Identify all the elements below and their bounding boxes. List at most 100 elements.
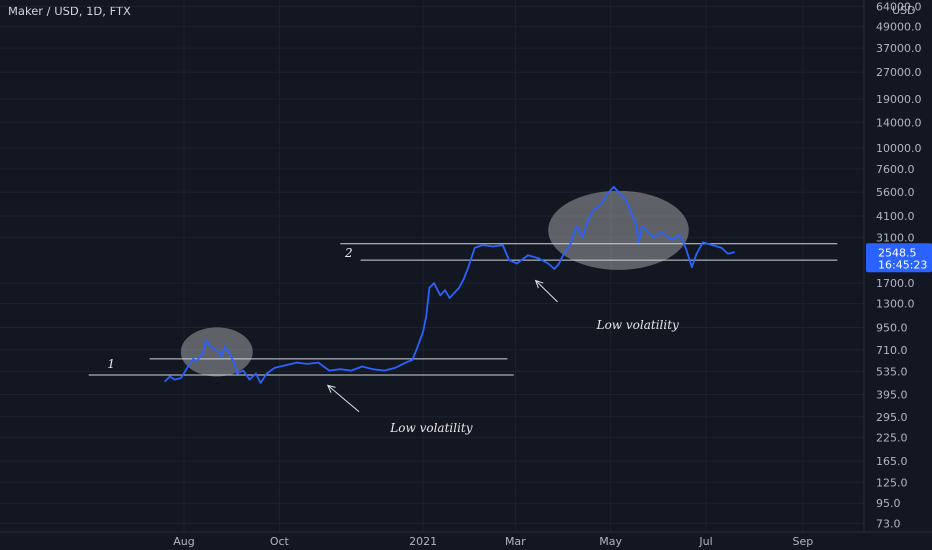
price-point — [254, 372, 257, 375]
price-point — [720, 246, 723, 249]
price-point — [581, 236, 584, 239]
price-point — [634, 222, 637, 225]
price-point — [248, 378, 251, 381]
price-tick-label: 125.0 — [876, 476, 908, 489]
price-point — [411, 359, 414, 362]
price-tick-label: 1700.0 — [876, 277, 915, 290]
annotation-label: 2 — [344, 246, 353, 260]
price-tick-label: 10000.0 — [876, 142, 922, 155]
price-point — [701, 241, 704, 244]
price-line — [164, 185, 735, 384]
price-point — [637, 241, 640, 244]
price-point — [428, 286, 431, 289]
time-axis[interactable]: Aug Oct 2021 Mar May Jul Sep — [0, 531, 932, 548]
price-point — [439, 294, 442, 297]
arrow-icon — [327, 385, 360, 413]
price-point — [606, 192, 609, 195]
price-point — [553, 267, 556, 270]
time-tick-label: Aug — [173, 535, 194, 548]
last-price-label: 2548.516:45:23 — [866, 243, 932, 273]
price-tick-label: 710.0 — [876, 344, 908, 357]
price-point — [515, 262, 518, 265]
price-tick-label: 73.0 — [876, 517, 901, 530]
price-point — [220, 355, 223, 358]
annotation-label: Low volatility — [389, 421, 472, 435]
annotation-label: Low volatility — [596, 318, 679, 332]
price-point — [265, 372, 268, 375]
price-point — [458, 286, 460, 289]
highlight-ellipse — [548, 190, 689, 270]
price-point — [350, 369, 353, 372]
price-point — [661, 231, 664, 234]
price-tick-label: 7600.0 — [876, 163, 915, 176]
price-point — [612, 186, 615, 188]
annotations: 1 2 Low volatility Low volatility — [107, 246, 679, 435]
price-point — [195, 360, 198, 363]
price-point — [695, 252, 698, 255]
price-point — [415, 347, 418, 350]
price-point — [462, 277, 465, 280]
price-point — [212, 347, 215, 350]
price-tick-label: 395.0 — [876, 388, 908, 401]
price-point — [317, 361, 320, 364]
price-point — [433, 282, 435, 285]
candle-countdown: 16:45:23 — [878, 258, 927, 271]
price-tick-label: 165.0 — [876, 455, 908, 468]
price-point — [201, 352, 204, 354]
price-point — [684, 246, 687, 249]
price-point — [192, 357, 195, 360]
price-tick-label: 3100.0 — [876, 231, 915, 244]
price-point — [558, 262, 560, 265]
price-tick-label: 295.0 — [876, 411, 908, 424]
price-point — [594, 207, 596, 210]
price-point — [383, 369, 385, 372]
price-point — [242, 369, 245, 372]
price-point — [189, 361, 192, 364]
price-point — [569, 244, 571, 246]
currency-label: USD — [892, 4, 916, 17]
price-series — [164, 185, 736, 384]
price-tick-label: 225.0 — [876, 431, 908, 444]
price-point — [726, 252, 729, 255]
price-point — [233, 361, 235, 364]
price-axis[interactable]: 64000.0 49000.0 37000.0 27000.0 19000.0 14000… — [863, 0, 922, 532]
price-tick-label: 64000.0 — [876, 0, 922, 13]
price-point — [179, 377, 182, 379]
price-point — [492, 245, 495, 248]
price-point — [691, 266, 693, 268]
price-point — [537, 257, 540, 260]
price-point — [575, 225, 578, 227]
price-tick-label: 27000.0 — [876, 66, 922, 79]
price-point — [184, 369, 187, 372]
price-point — [645, 229, 648, 232]
price-tick-label: 14000.0 — [876, 116, 922, 129]
price-point — [394, 366, 396, 369]
symbol-title[interactable]: Maker / USD, 1D, FTX — [8, 4, 131, 18]
arrow-head-icon — [534, 279, 544, 289]
price-point — [295, 361, 298, 364]
price-point — [273, 366, 276, 369]
price-point — [228, 352, 231, 354]
price-point — [625, 199, 628, 202]
price-point — [733, 251, 736, 254]
price-point — [562, 252, 565, 255]
time-tick-label: Oct — [270, 535, 290, 548]
price-point — [547, 262, 550, 265]
price-tick-label: 1300.0 — [876, 298, 915, 311]
arrow-icon — [535, 280, 558, 303]
price-point — [169, 375, 171, 378]
price-point — [587, 216, 590, 219]
price-point — [217, 351, 220, 353]
last-price-badge — [866, 243, 932, 273]
price-point — [236, 372, 239, 375]
price-point — [339, 368, 342, 371]
price-point — [619, 192, 621, 195]
price-point — [678, 233, 681, 236]
price-point — [481, 244, 484, 246]
price-tick-label: 37000.0 — [876, 42, 922, 55]
price-point — [405, 361, 407, 364]
price-tick-label: 19000.0 — [876, 93, 922, 106]
time-tick-label: Sep — [793, 535, 814, 548]
price-point — [328, 369, 331, 372]
